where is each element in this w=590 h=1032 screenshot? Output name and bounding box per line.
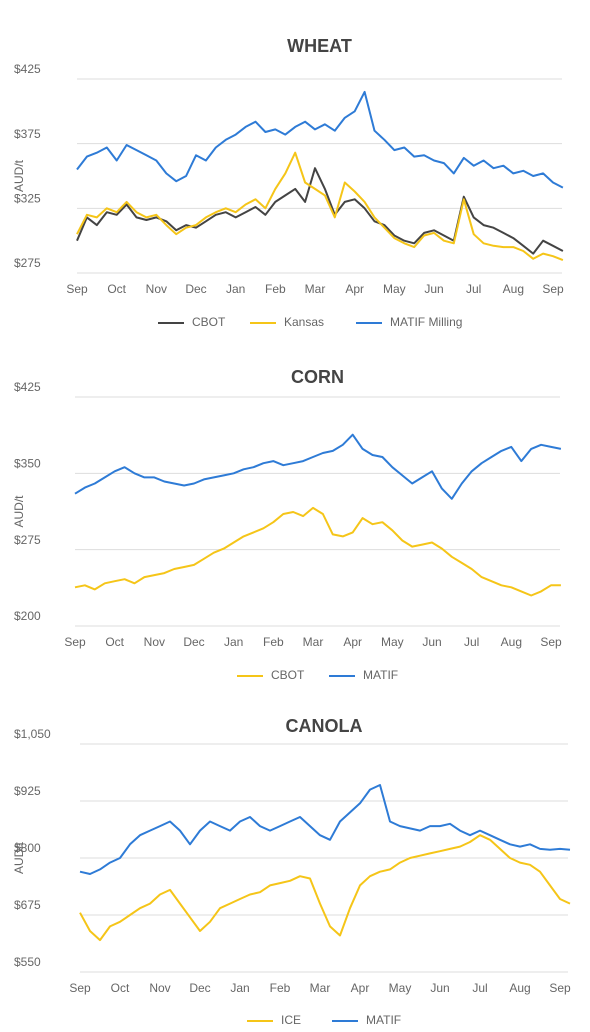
y-tick-label: $800: [14, 841, 41, 855]
x-tick-label: Jun: [422, 635, 441, 649]
x-tick-label: Dec: [189, 981, 210, 995]
y-tick-label: $425: [14, 380, 41, 394]
x-tick-label: Sep: [64, 635, 86, 649]
x-tick-label: Jul: [472, 981, 487, 995]
legend-label: MATIF: [363, 668, 398, 682]
y-tick-label: $275: [14, 256, 41, 270]
legend-label: ICE: [281, 1013, 301, 1027]
y-axis-label: AUD/t: [12, 841, 26, 874]
x-tick-label: Jun: [430, 981, 449, 995]
x-tick-label: Apr: [351, 981, 370, 995]
x-tick-label: Jan: [230, 981, 249, 995]
y-tick-label: $275: [14, 533, 41, 547]
x-tick-label: Mar: [310, 981, 331, 995]
y-tick-label: $675: [14, 898, 41, 912]
series-line: [79, 784, 571, 875]
x-tick-label: Mar: [303, 635, 324, 649]
y-tick-label: $1,050: [14, 727, 51, 741]
legend-label: MATIF: [366, 1013, 401, 1027]
x-tick-label: Sep: [540, 635, 562, 649]
x-tick-label: Jul: [466, 282, 481, 296]
chart-title: CORN: [291, 367, 344, 387]
x-tick-label: Sep: [542, 282, 564, 296]
y-axis-label: AUD/t: [12, 159, 26, 192]
x-tick-label: Jan: [226, 282, 245, 296]
series-line: [74, 433, 562, 500]
x-tick-label: Nov: [144, 635, 165, 649]
x-tick-label: Oct: [105, 635, 124, 649]
x-tick-label: Sep: [69, 981, 91, 995]
x-tick-label: Dec: [185, 282, 206, 296]
y-tick-label: $925: [14, 784, 41, 798]
x-tick-label: Nov: [146, 282, 167, 296]
x-tick-label: Mar: [305, 282, 326, 296]
x-tick-label: Feb: [265, 282, 286, 296]
y-tick-label: $425: [14, 62, 41, 76]
x-tick-label: Aug: [503, 282, 524, 296]
chart-title: WHEAT: [287, 36, 352, 56]
series-line: [79, 834, 571, 942]
chart-title: CANOLA: [286, 716, 363, 736]
x-tick-label: Sep: [66, 282, 88, 296]
legend-label: CBOT: [192, 315, 226, 329]
series-line: [76, 151, 564, 262]
x-tick-label: Sep: [549, 981, 571, 995]
y-tick-label: $375: [14, 127, 41, 141]
x-tick-label: Aug: [501, 635, 522, 649]
x-tick-label: May: [389, 981, 412, 995]
x-tick-label: Jul: [464, 635, 479, 649]
series-line: [76, 90, 564, 189]
legend-label: CBOT: [271, 668, 305, 682]
x-tick-label: Dec: [183, 635, 204, 649]
x-tick-label: Apr: [343, 635, 362, 649]
x-tick-label: Jan: [224, 635, 243, 649]
y-tick-label: $350: [14, 457, 41, 471]
x-tick-label: Oct: [111, 981, 130, 995]
series-line: [74, 506, 561, 597]
x-tick-label: Aug: [509, 981, 530, 995]
y-axis-label: AUD/t: [12, 495, 26, 528]
x-tick-label: Jun: [424, 282, 443, 296]
y-tick-label: $200: [14, 609, 41, 623]
x-tick-label: Feb: [263, 635, 284, 649]
x-tick-label: Nov: [149, 981, 170, 995]
y-tick-label: $550: [14, 955, 41, 969]
x-tick-label: May: [383, 282, 406, 296]
legend-label: Kansas: [284, 315, 324, 329]
series-line: [76, 167, 564, 255]
x-tick-label: Oct: [107, 282, 126, 296]
legend-label: MATIF Milling: [390, 315, 462, 329]
x-tick-label: May: [381, 635, 404, 649]
y-tick-label: $325: [14, 192, 41, 206]
x-tick-label: Feb: [270, 981, 291, 995]
x-tick-label: Apr: [345, 282, 364, 296]
